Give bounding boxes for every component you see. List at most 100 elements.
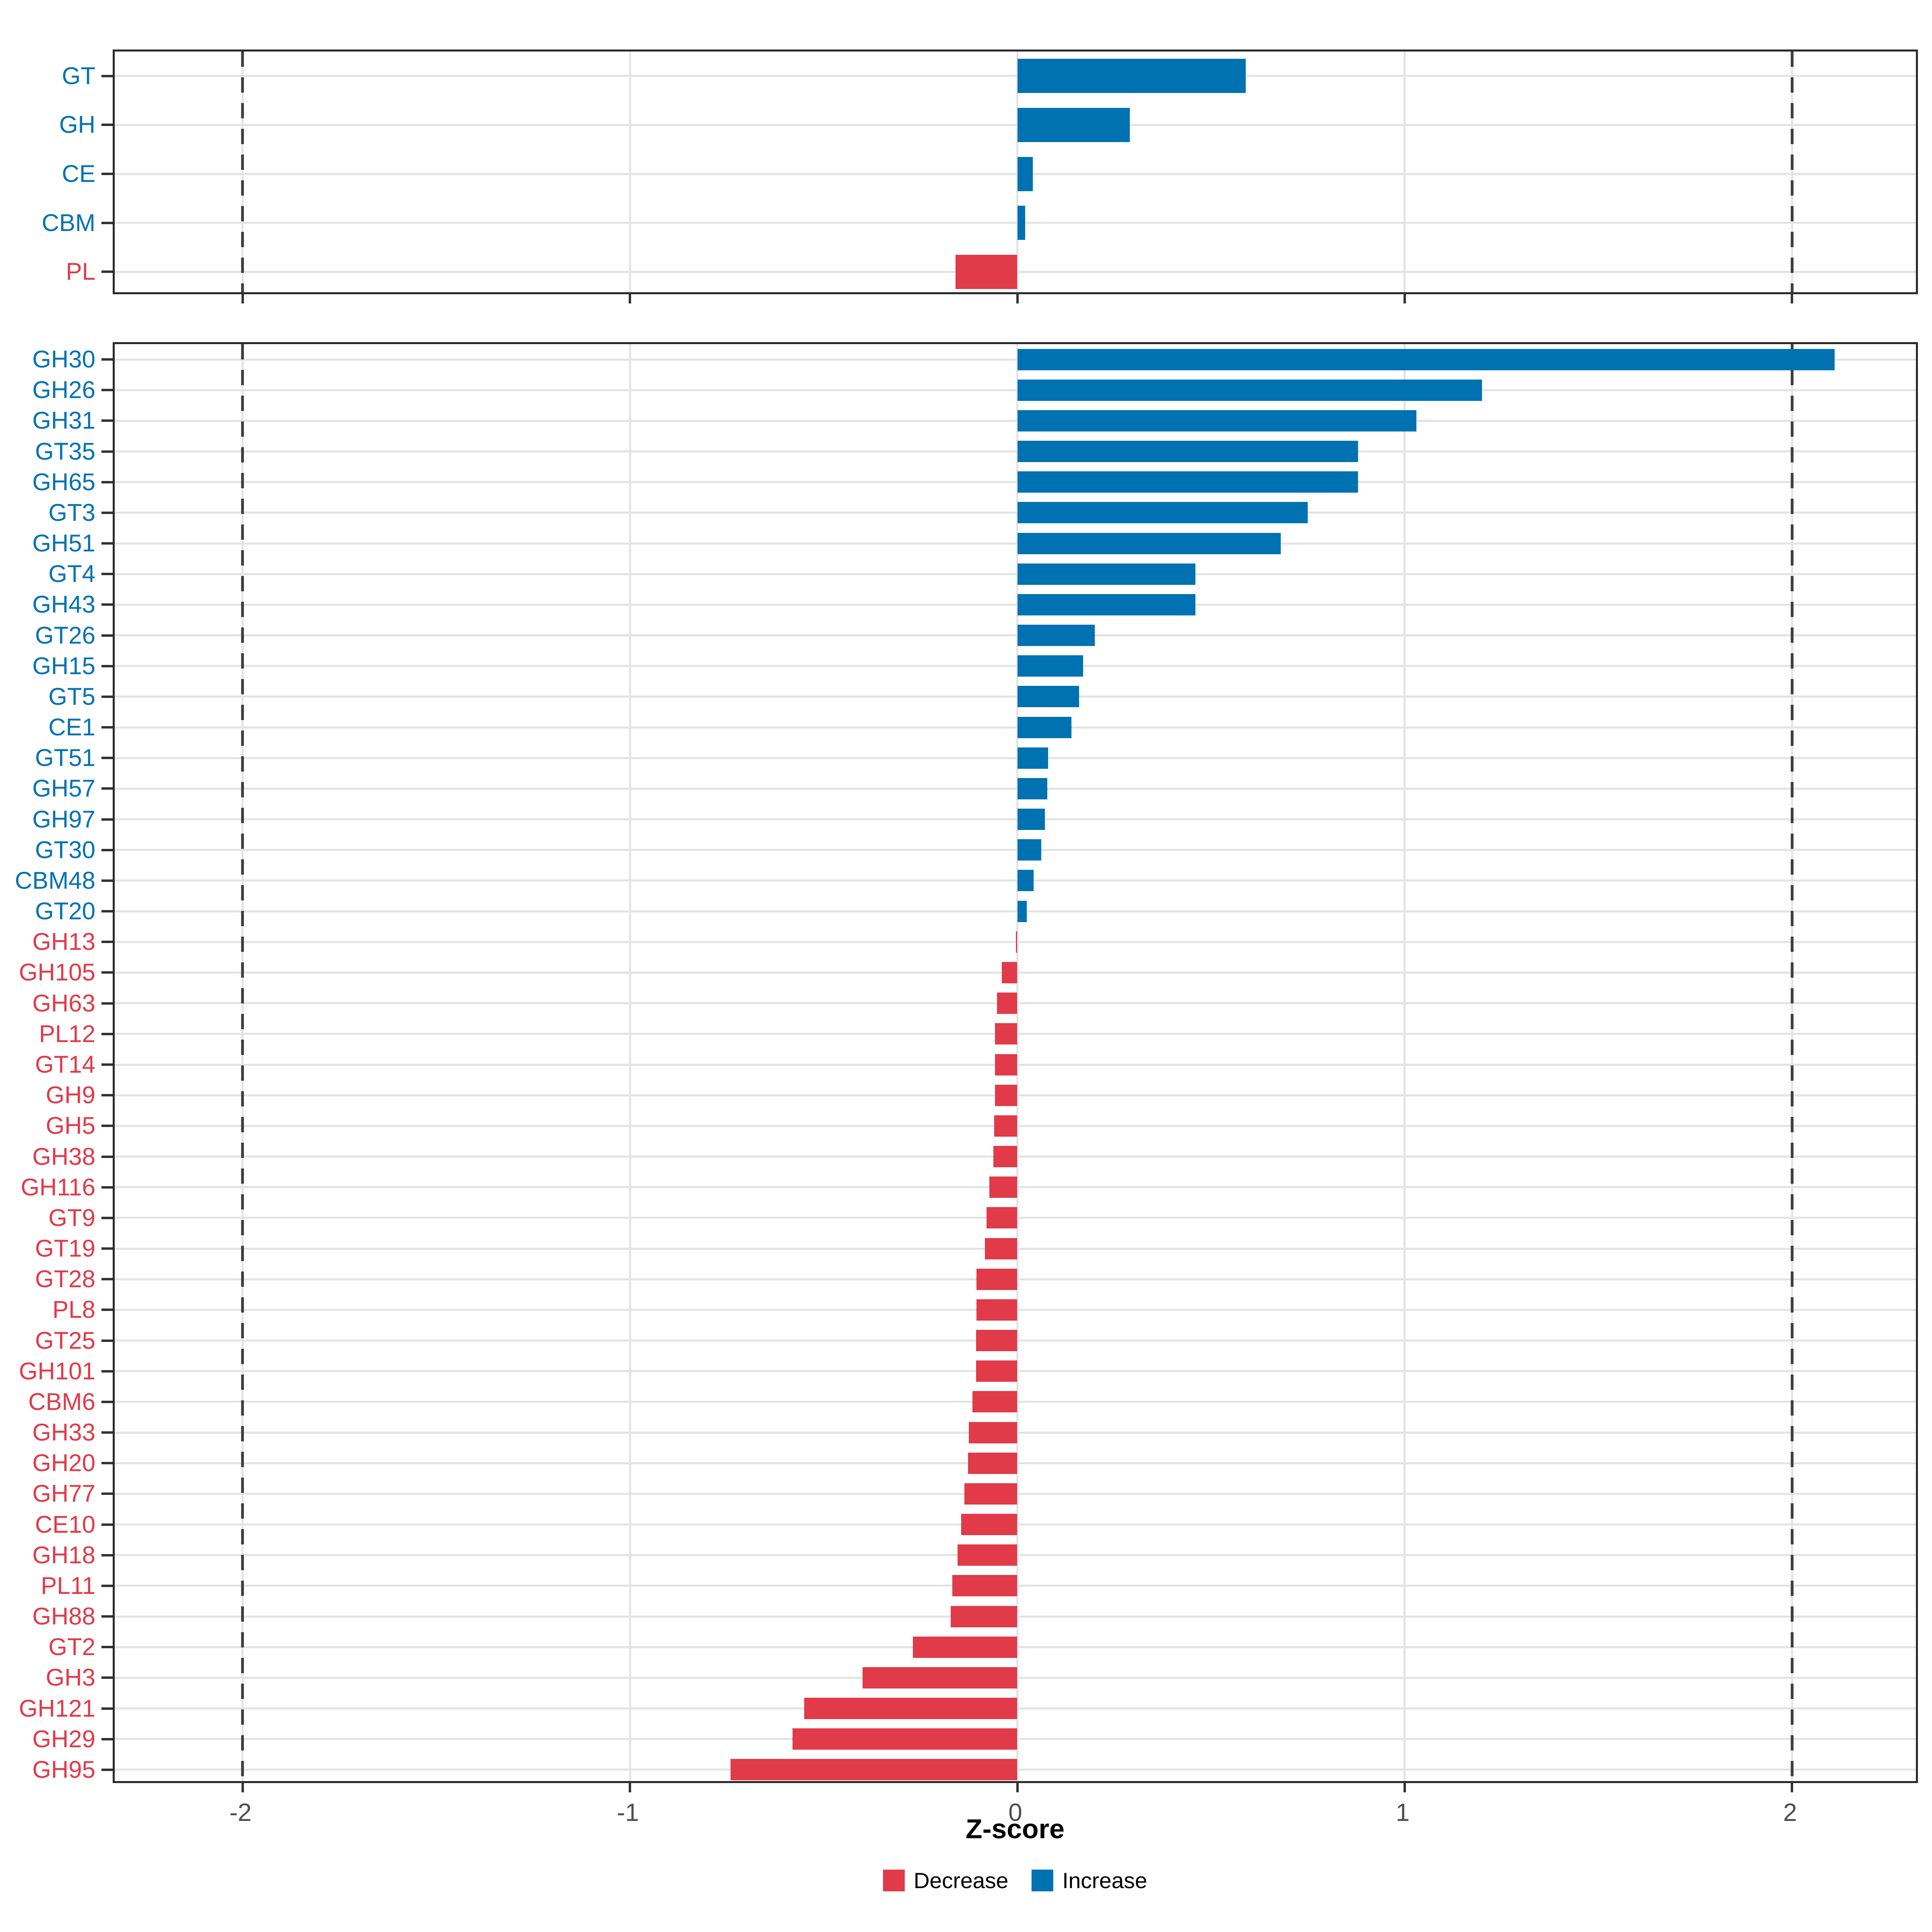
y-axis-tick — [101, 450, 113, 453]
bar-GH121 — [804, 1698, 1018, 1719]
bar-PL12 — [995, 1023, 1018, 1045]
x-axis-tick — [1791, 1781, 1794, 1792]
y-axis-label-GH101: GH101 — [19, 1357, 95, 1385]
y-axis-tick — [101, 1094, 113, 1097]
y-axis-label-CBM: CBM — [41, 209, 95, 236]
horizontal-gridline — [115, 603, 1916, 606]
horizontal-gridline — [115, 481, 1916, 483]
bar-GH57 — [1017, 778, 1047, 799]
bar-GH97 — [1017, 809, 1045, 830]
horizontal-gridline — [115, 512, 1916, 514]
bar-GT — [1017, 59, 1246, 93]
y-axis-tick — [101, 1676, 113, 1679]
y-axis-tick — [101, 971, 113, 974]
dashed-threshold-line — [241, 52, 244, 292]
x-axis-tick — [241, 1781, 244, 1792]
bar-GH105 — [1002, 962, 1018, 983]
y-axis-label-GH3: GH3 — [45, 1664, 95, 1691]
bar-PL11 — [952, 1575, 1018, 1597]
decrease-swatch-icon — [883, 1870, 905, 1891]
legend-item-increase: Increase — [1032, 1868, 1147, 1893]
increase-swatch-icon — [1032, 1870, 1054, 1891]
bar-GH116 — [989, 1177, 1018, 1198]
horizontal-gridline — [115, 124, 1916, 126]
bar-GH15 — [1017, 655, 1084, 677]
horizontal-gridline — [115, 419, 1916, 422]
y-axis-label-GH9: GH9 — [45, 1082, 95, 1109]
bar-GH — [1017, 107, 1130, 142]
y-axis-tick — [101, 1278, 113, 1281]
legend-label-increase: Increase — [1062, 1868, 1148, 1893]
bar-GT4 — [1017, 563, 1196, 585]
horizontal-gridline — [115, 173, 1916, 175]
y-axis-tick — [101, 1523, 113, 1526]
horizontal-gridline — [115, 879, 1916, 882]
y-axis-label-GH51: GH51 — [32, 530, 95, 557]
y-axis-label-GH88: GH88 — [32, 1603, 95, 1630]
bar-GH101 — [976, 1360, 1018, 1382]
y-axis-label-GT2: GT2 — [48, 1633, 95, 1661]
y-axis-tick — [101, 1584, 113, 1587]
y-axis-tick — [101, 603, 113, 606]
y-axis-label-GH116: GH116 — [21, 1173, 95, 1201]
horizontal-gridline — [115, 450, 1916, 453]
dashed-threshold-line — [1790, 344, 1794, 1781]
top-panel-cazyme-classes: GT GH CE CBM PL — [42, 50, 1918, 303]
y-axis-label-PL11: PL11 — [41, 1572, 95, 1599]
y-axis-label-GH5: GH5 — [45, 1112, 95, 1139]
horizontal-gridline — [115, 849, 1916, 851]
y-axis-label-GH121: GH121 — [19, 1695, 95, 1722]
y-axis-label-CE: CE — [62, 160, 95, 187]
dashed-threshold-line — [1790, 52, 1794, 292]
bar-GH63 — [997, 993, 1018, 1014]
y-axis-label-GH26: GH26 — [32, 376, 95, 404]
y-axis-tick — [101, 1492, 113, 1495]
x-axis-tick — [1403, 1781, 1406, 1792]
y-axis-tick — [101, 1309, 113, 1311]
x-axis-tick-label-2: 2 — [1783, 1799, 1797, 1827]
y-axis-tick — [101, 542, 113, 545]
y-axis-tick — [101, 1431, 113, 1434]
y-axis-tick — [101, 1247, 113, 1250]
bar-CE1 — [1017, 716, 1072, 738]
y-axis-tick — [101, 1554, 113, 1556]
y-axis-label-GH38: GH38 — [32, 1143, 95, 1170]
y-axis-label-GT20: GT20 — [35, 898, 95, 925]
y-axis-tick — [101, 1216, 113, 1219]
bar-CBM48 — [1017, 870, 1034, 892]
y-axis-label-GH57: GH57 — [32, 775, 95, 802]
bar-GT51 — [1017, 747, 1049, 769]
bar-GH18 — [958, 1544, 1018, 1566]
y-axis-tick — [101, 74, 113, 77]
bar-GH65 — [1017, 471, 1358, 493]
x-axis-tick — [241, 292, 244, 303]
bar-CE10 — [961, 1514, 1018, 1536]
bar-GT2 — [912, 1636, 1018, 1658]
x-axis-tick-label-1: 1 — [1395, 1799, 1410, 1827]
x-axis-tick-label-0: 0 — [1008, 1799, 1022, 1827]
y-axis-label-CE10: CE10 — [35, 1511, 95, 1538]
y-axis-tick — [101, 665, 113, 667]
x-axis-tick — [1403, 292, 1406, 303]
bar-GH13 — [1016, 931, 1018, 953]
legend-item-decrease: Decrease — [883, 1868, 1008, 1893]
bar-GH51 — [1017, 533, 1281, 554]
x-axis-tick — [1016, 1781, 1019, 1792]
bar-GH5 — [994, 1115, 1018, 1137]
y-axis-label-GH13: GH13 — [32, 928, 95, 956]
bar-GH30 — [1017, 349, 1835, 370]
y-axis-tick — [101, 124, 113, 126]
bar-GH88 — [950, 1606, 1018, 1627]
horizontal-gridline — [115, 910, 1916, 912]
bar-GH3 — [862, 1667, 1018, 1688]
bar-GH38 — [993, 1146, 1018, 1167]
y-axis-label-GH18: GH18 — [32, 1541, 95, 1569]
y-axis-tick — [101, 1400, 113, 1403]
dashed-threshold-line — [241, 344, 244, 1781]
y-axis-tick — [101, 1339, 113, 1342]
legend-label-decrease: Decrease — [913, 1868, 1009, 1893]
y-axis-label-GH95: GH95 — [32, 1756, 95, 1783]
y-axis-label-GH15: GH15 — [32, 652, 95, 679]
y-axis-tick — [101, 634, 113, 637]
